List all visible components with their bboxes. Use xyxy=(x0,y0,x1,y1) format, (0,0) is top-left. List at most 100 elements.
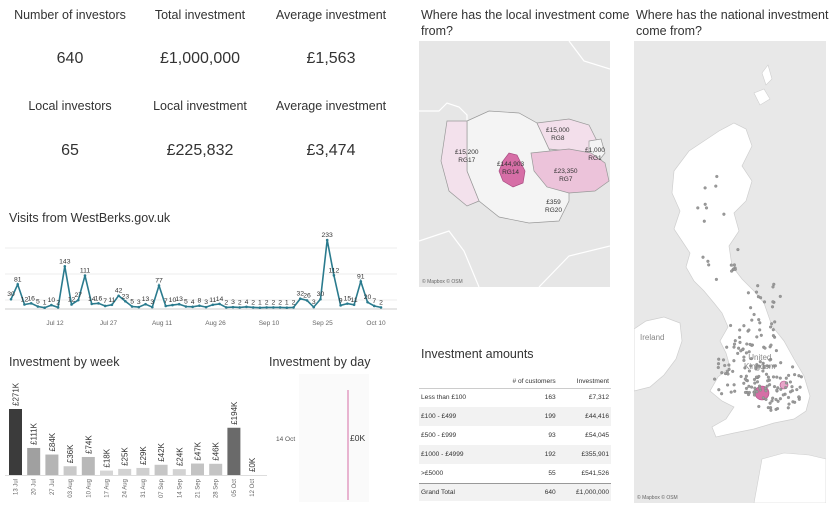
national-investment-map[interactable]: Ireland United Kingdom © Mapbox © OSM xyxy=(634,41,826,503)
investor-location-dot[interactable] xyxy=(731,369,735,373)
investor-location-dot[interactable] xyxy=(732,342,737,346)
visits-data-point[interactable] xyxy=(117,294,120,298)
table-row[interactable]: >£5000 55 £541,526 xyxy=(419,464,611,483)
investor-location-dot[interactable] xyxy=(771,396,775,400)
investor-location-dot[interactable] xyxy=(742,358,746,362)
visits-data-point[interactable] xyxy=(110,303,114,307)
investor-location-dot[interactable] xyxy=(723,363,727,368)
week-bar[interactable] xyxy=(209,463,223,475)
investor-location-dot[interactable] xyxy=(750,385,754,389)
investor-location-dot[interactable] xyxy=(778,397,782,401)
visits-data-point[interactable] xyxy=(238,306,242,309)
investor-location-dot[interactable] xyxy=(775,407,780,411)
investor-location-dot[interactable] xyxy=(778,376,782,380)
investor-location-dot[interactable] xyxy=(761,369,765,373)
investor-location-dot[interactable] xyxy=(756,284,760,288)
visits-data-point[interactable] xyxy=(29,302,33,305)
investor-location-dot[interactable] xyxy=(736,351,740,355)
visits-data-point[interactable] xyxy=(346,302,349,305)
visits-data-point[interactable] xyxy=(258,306,262,310)
visits-data-point[interactable] xyxy=(171,303,174,307)
investor-location-dot[interactable] xyxy=(743,390,748,394)
visits-data-point[interactable] xyxy=(251,306,255,309)
investor-location-dot[interactable] xyxy=(768,401,772,405)
visits-data-point[interactable] xyxy=(332,274,336,277)
investor-location-dot[interactable] xyxy=(732,383,736,387)
week-bar[interactable] xyxy=(118,468,132,475)
investor-location-dot[interactable] xyxy=(763,346,767,350)
week-bar[interactable] xyxy=(9,409,22,475)
investor-location-dot[interactable] xyxy=(766,375,770,379)
investor-location-dot[interactable] xyxy=(707,263,711,267)
investor-location-dot[interactable] xyxy=(791,365,795,369)
visits-data-point[interactable] xyxy=(366,300,369,304)
investor-location-dot[interactable] xyxy=(729,323,733,328)
table-row[interactable]: Less than £100 163 £7,312 xyxy=(419,388,611,407)
investment-by-day-chart[interactable]: 14 Oct £0K xyxy=(269,372,401,506)
investor-location-dot[interactable] xyxy=(744,351,748,355)
investor-location-dot[interactable] xyxy=(798,385,802,389)
investor-location-dot[interactable] xyxy=(769,408,773,412)
visits-data-point[interactable] xyxy=(312,305,316,309)
investor-location-dot[interactable] xyxy=(727,363,731,367)
week-bar[interactable] xyxy=(172,469,186,475)
investor-location-dot[interactable] xyxy=(725,369,729,374)
investor-location-dot[interactable] xyxy=(706,259,710,263)
investor-location-dot[interactable] xyxy=(749,357,753,361)
investor-location-dot[interactable] xyxy=(787,373,791,377)
week-bar[interactable] xyxy=(100,470,113,475)
visits-data-point[interactable] xyxy=(278,306,282,309)
investor-location-dot[interactable] xyxy=(752,377,757,382)
investor-location-dot[interactable] xyxy=(754,375,759,379)
investor-location-dot[interactable] xyxy=(776,399,780,403)
investor-location-dot[interactable] xyxy=(770,305,775,309)
week-bar[interactable] xyxy=(63,466,77,475)
visits-data-point[interactable] xyxy=(97,302,100,305)
investor-location-dot[interactable] xyxy=(771,328,775,332)
investor-location-dot[interactable] xyxy=(768,383,772,387)
investor-location-dot[interactable] xyxy=(762,300,767,304)
investor-location-dot[interactable] xyxy=(702,219,706,223)
week-bar[interactable] xyxy=(81,456,95,475)
visits-data-point[interactable] xyxy=(164,304,168,308)
investor-location-dot[interactable] xyxy=(774,397,778,402)
investor-location-dot[interactable] xyxy=(750,318,754,322)
table-row[interactable]: £500 - £999 93 £54,045 xyxy=(419,426,611,445)
investor-location-dot[interactable] xyxy=(778,294,782,298)
visits-data-point[interactable] xyxy=(265,306,268,309)
visits-data-point[interactable] xyxy=(36,305,40,308)
visits-data-point[interactable] xyxy=(137,305,141,309)
investor-location-dot[interactable] xyxy=(790,385,794,389)
investor-location-dot[interactable] xyxy=(755,390,759,394)
investor-location-dot[interactable] xyxy=(779,387,783,391)
investor-location-dot[interactable] xyxy=(758,321,762,325)
investor-location-dot[interactable] xyxy=(726,383,730,387)
investor-location-dot[interactable] xyxy=(764,389,768,393)
investor-location-dot[interactable] xyxy=(744,374,748,378)
visits-series-line[interactable] xyxy=(10,239,382,309)
visits-data-point[interactable] xyxy=(352,303,356,307)
investor-location-dot[interactable] xyxy=(704,206,709,210)
investor-location-dot[interactable] xyxy=(755,380,760,384)
week-bar[interactable] xyxy=(227,427,241,475)
investor-location-dot[interactable] xyxy=(779,361,783,365)
investor-location-dot[interactable] xyxy=(747,384,751,388)
investor-location-dot[interactable] xyxy=(799,375,803,379)
investor-location-dot[interactable] xyxy=(788,380,792,384)
week-bar[interactable] xyxy=(154,464,168,475)
visits-data-point[interactable] xyxy=(325,238,329,242)
investor-location-dot[interactable] xyxy=(722,212,726,216)
investor-location-dot[interactable] xyxy=(742,355,746,359)
investor-location-dot[interactable] xyxy=(795,388,799,392)
investor-location-dot[interactable] xyxy=(786,395,791,400)
investor-location-dot[interactable] xyxy=(775,375,779,379)
week-bar[interactable] xyxy=(45,454,59,475)
investor-location-dot[interactable] xyxy=(738,335,742,339)
grand-total-row[interactable]: Grand Total 640 £1,000,000 xyxy=(419,482,611,501)
investor-location-dot[interactable] xyxy=(739,349,743,353)
investor-location-dot[interactable] xyxy=(701,255,705,259)
investor-location-dot[interactable] xyxy=(729,390,733,394)
investor-location-dot[interactable] xyxy=(713,377,717,381)
investor-location-dot[interactable] xyxy=(746,291,750,295)
